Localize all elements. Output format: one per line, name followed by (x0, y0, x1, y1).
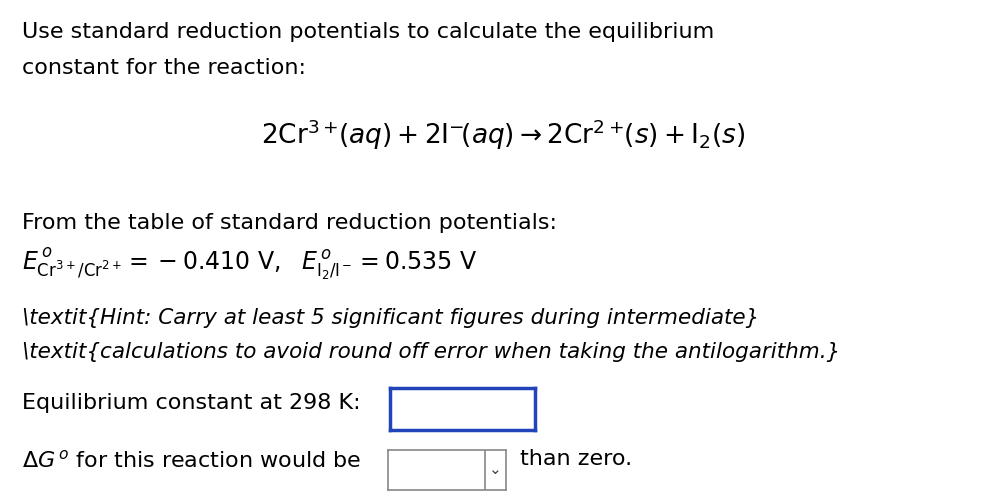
Text: $E^{\,o}_{\mathrm{Cr}^{3+}/\mathrm{Cr}^{2+}} = -0.410\ \mathrm{V},\ \ E^{\,o}_{\: $E^{\,o}_{\mathrm{Cr}^{3+}/\mathrm{Cr}^{… (22, 246, 477, 282)
Text: constant for the reaction:: constant for the reaction: (22, 58, 306, 78)
Text: Use standard reduction potentials to calculate the equilibrium: Use standard reduction potentials to cal… (22, 22, 714, 42)
Text: than zero.: than zero. (520, 449, 632, 469)
Text: $\Delta G^{\,o}$ for this reaction would be: $\Delta G^{\,o}$ for this reaction would… (22, 449, 362, 471)
Text: From the table of standard reduction potentials:: From the table of standard reduction pot… (22, 213, 557, 233)
Text: Equilibrium constant at 298 K:: Equilibrium constant at 298 K: (22, 393, 361, 413)
Text: $2\mathrm{Cr}^{3+}\!(aq) + 2\mathrm{I}^{-}\!(aq) \rightarrow 2\mathrm{Cr}^{2+}\!: $2\mathrm{Cr}^{3+}\!(aq) + 2\mathrm{I}^{… (262, 118, 745, 153)
Text: \textit{calculations to avoid round off error when taking the antilogarithm.}: \textit{calculations to avoid round off … (22, 342, 840, 362)
Text: ⌄: ⌄ (489, 463, 501, 477)
Text: \textit{Hint: Carry at least 5 significant figures during intermediate}: \textit{Hint: Carry at least 5 significa… (22, 308, 759, 328)
